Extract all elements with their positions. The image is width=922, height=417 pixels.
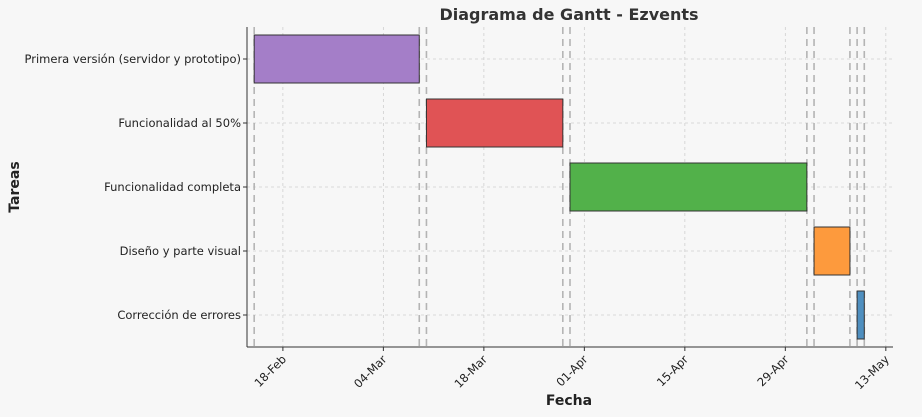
y-tick-label: Funcionalidad completa [104,180,241,194]
x-tick-label: 29-Apr [754,352,791,389]
task-bar [425,98,564,148]
y-tick-label: Corrección de errores [117,308,241,322]
y-tick-label: Primera versión (servidor y prototipo) [25,52,241,66]
x-tick-label: 15-Apr [654,352,691,389]
task-bar [253,34,420,84]
chart-title: Diagrama de Gantt - Ezvents [439,5,698,24]
x-tick-label: 18-Feb [251,352,289,390]
bar-layer [253,34,865,340]
task-bar [569,162,808,212]
y-tick-label: Diseño y parte visual [120,244,241,258]
x-tick-label: 04-Mar [351,352,390,391]
task-bar [813,226,851,276]
x-tick-label: 13-May [852,352,892,392]
x-tick-label: 18-Mar [451,352,490,391]
task-bar [856,290,865,340]
x-tick-label: 01-Apr [553,352,590,389]
grid-layer [247,27,893,347]
x-axis-label: Fecha [546,393,592,409]
y-tick-label: Funcionalidad al 50% [118,116,241,130]
y-axis-label: Tareas [7,161,23,212]
